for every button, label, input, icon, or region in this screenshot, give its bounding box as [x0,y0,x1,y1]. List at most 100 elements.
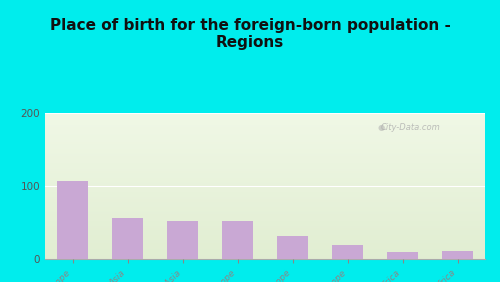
Bar [45,133,485,134]
Bar [45,172,485,173]
Bar [45,199,485,200]
Bar [45,202,485,203]
Bar [45,134,485,135]
Bar [45,137,485,138]
Bar [45,121,485,122]
Bar [45,156,485,157]
Bar [45,257,485,258]
Bar [168,221,198,259]
Bar [45,174,485,175]
Bar [45,231,485,232]
Bar [45,180,485,181]
Bar [45,162,485,163]
Bar [112,218,142,259]
Bar [45,242,485,243]
Bar [45,173,485,174]
Bar [45,224,485,225]
Bar [45,160,485,161]
Bar [45,165,485,166]
Bar [45,218,485,219]
Bar [45,249,485,250]
Bar [45,175,485,176]
Bar [45,123,485,124]
Bar [45,145,485,146]
Bar [45,239,485,240]
Bar [45,150,485,151]
Bar [45,203,485,204]
Bar [45,204,485,205]
Bar [388,252,418,259]
Bar [45,211,485,212]
Bar [45,118,485,119]
Bar [45,234,485,235]
Bar [45,117,485,118]
Bar [45,229,485,230]
Bar [45,195,485,196]
Bar [278,236,308,259]
Bar [45,146,485,147]
Bar [45,149,485,150]
Bar [45,166,485,167]
Bar [45,114,485,115]
Bar [45,182,485,183]
Bar [45,151,485,152]
Bar [45,251,485,252]
Bar [45,256,485,257]
Bar [45,187,485,188]
Bar [45,168,485,169]
Bar [45,245,485,246]
Bar [45,129,485,130]
Bar [45,185,485,186]
Bar [45,220,485,221]
Bar [45,252,485,253]
Bar [45,116,485,117]
Bar [45,176,485,177]
Bar [45,232,485,233]
Text: Place of birth for the foreign-born population -
Regions: Place of birth for the foreign-born popu… [50,18,450,50]
Bar [45,248,485,249]
Bar [45,181,485,182]
Bar [45,190,485,191]
Bar [45,140,485,141]
Bar [45,170,485,171]
Bar [45,196,485,197]
Bar [45,258,485,259]
Bar [45,138,485,139]
Bar [45,201,485,202]
Bar [45,255,485,256]
Bar [45,198,485,199]
Bar [45,147,485,148]
Bar [45,205,485,206]
Bar [45,200,485,201]
Bar [45,171,485,172]
Bar [45,214,485,215]
Bar [45,183,485,184]
Bar [58,181,88,259]
Bar [45,235,485,236]
Bar [45,209,485,210]
Bar [45,119,485,120]
Bar [45,127,485,128]
Bar [45,244,485,245]
Bar [45,135,485,136]
Bar [45,254,485,255]
Bar [45,250,485,251]
Bar [45,191,485,192]
Bar [45,143,485,144]
Bar [45,154,485,155]
Bar [45,247,485,248]
Bar [45,197,485,198]
Bar [45,163,485,164]
Bar [45,215,485,216]
Text: City-Data.com: City-Data.com [380,123,440,132]
Bar [45,130,485,131]
Bar [45,189,485,190]
Bar [45,177,485,178]
Bar [45,238,485,239]
Bar [45,184,485,185]
Bar [45,222,485,223]
Bar [45,230,485,231]
Bar [45,228,485,229]
Bar [45,237,485,238]
Bar [45,155,485,156]
